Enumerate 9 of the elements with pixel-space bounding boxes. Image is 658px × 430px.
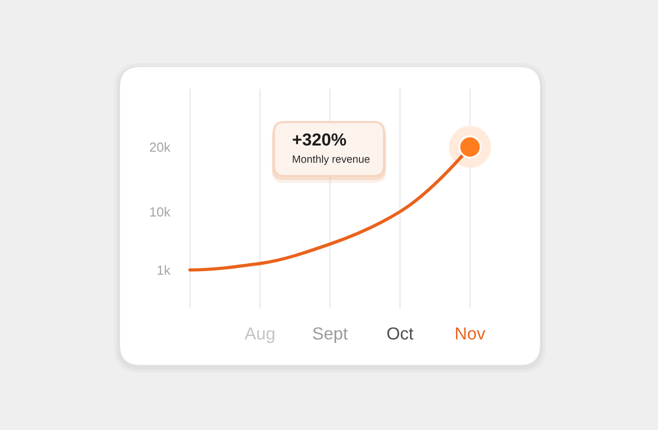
- annotation: Monthly revenue: [292, 155, 370, 165]
- x-tick-label: Sept: [312, 327, 348, 344]
- x-tick-label: Oct: [387, 327, 414, 340]
- x-tick-label: Nov: [456, 327, 486, 340]
- y-tick-label: 1k: [158, 265, 171, 275]
- y-tick-label: 20k: [150, 142, 171, 152]
- annotation: +320%: [292, 133, 346, 146]
- y-tick-label: 10k: [150, 206, 171, 217]
- x-tick-label: Aug: [244, 327, 274, 344]
